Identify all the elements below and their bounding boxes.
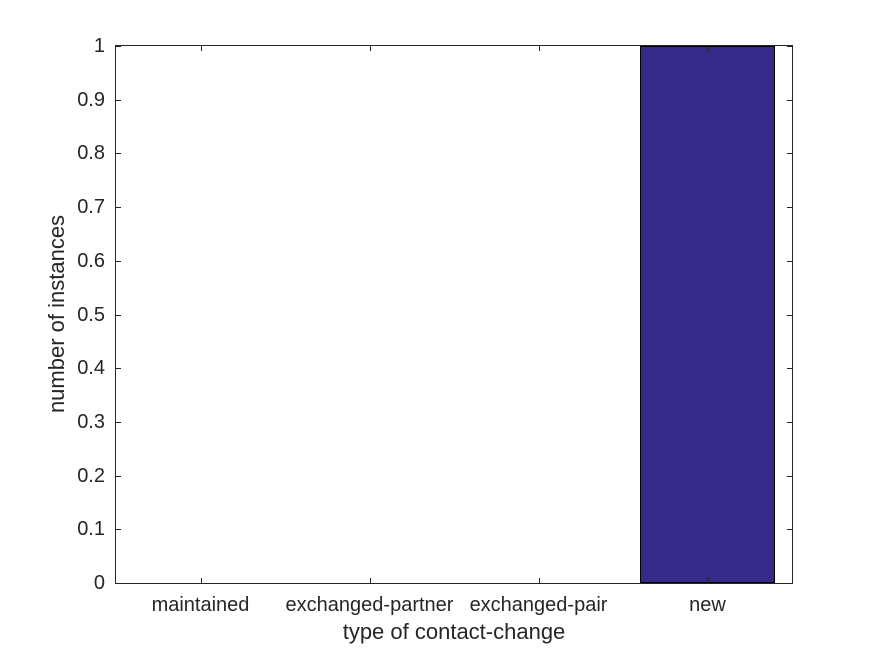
y-tick-mark: [787, 207, 792, 209]
x-tick-mark: [538, 46, 540, 51]
y-tick-label-0.8: 0.8: [77, 142, 105, 165]
y-tick-mark: [787, 260, 792, 262]
x-tick-mark: [200, 578, 202, 583]
y-tick-mark: [116, 529, 121, 531]
y-tick-label-1: 1: [93, 35, 105, 57]
y-tick-mark: [787, 421, 792, 423]
y-tick-label-0.4: 0.4: [77, 357, 105, 380]
y-tick-label-0.9: 0.9: [77, 88, 105, 111]
x-tick-mark: [200, 46, 202, 51]
y-tick-mark: [116, 260, 121, 262]
bar-new: [639, 46, 776, 583]
y-tick-mark: [116, 583, 121, 584]
x-tick-mark: [369, 46, 371, 51]
y-tick-label-0.6: 0.6: [77, 249, 105, 272]
y-tick-mark: [116, 153, 121, 155]
y-axis-label: number of instances: [44, 214, 69, 414]
y-tick-mark: [787, 475, 792, 477]
y-tick-mark: [116, 99, 121, 101]
y-tick-mark: [787, 583, 792, 584]
x-tick-mark: [707, 46, 709, 51]
y-tick-mark: [787, 46, 792, 47]
y-tick-mark: [116, 421, 121, 423]
y-tick-label-0.5: 0.5: [77, 303, 105, 326]
y-tick-label-0.7: 0.7: [77, 196, 105, 219]
x-tick-label-exchanged-partner: exchanged-partner: [285, 594, 454, 616]
x-tick-label-exchanged-pair: exchanged-pair: [469, 594, 608, 616]
y-tick-mark: [116, 314, 121, 316]
y-tick-mark: [116, 207, 121, 209]
y-tick-mark: [787, 529, 792, 531]
x-tick-label-maintained: maintained: [151, 594, 250, 616]
y-tick-mark: [787, 153, 792, 155]
y-tick-label-0.1: 0.1: [77, 518, 105, 541]
y-tick-label-0: 0: [93, 572, 105, 594]
y-tick-mark: [787, 99, 792, 101]
x-tick-mark: [369, 578, 371, 583]
y-tick-mark: [787, 368, 792, 370]
x-tick-mark: [707, 578, 709, 583]
x-tick-label-new: new: [689, 594, 726, 616]
y-tick-mark: [116, 368, 121, 370]
x-axis-label: type of contact-change: [342, 619, 566, 644]
y-tick-mark: [787, 314, 792, 316]
y-tick-mark: [116, 475, 121, 477]
y-tick-mark: [116, 46, 121, 47]
x-tick-mark: [538, 578, 540, 583]
plot-area: [115, 45, 793, 584]
y-tick-label-0.2: 0.2: [77, 464, 105, 487]
y-tick-label-0.3: 0.3: [77, 410, 105, 433]
